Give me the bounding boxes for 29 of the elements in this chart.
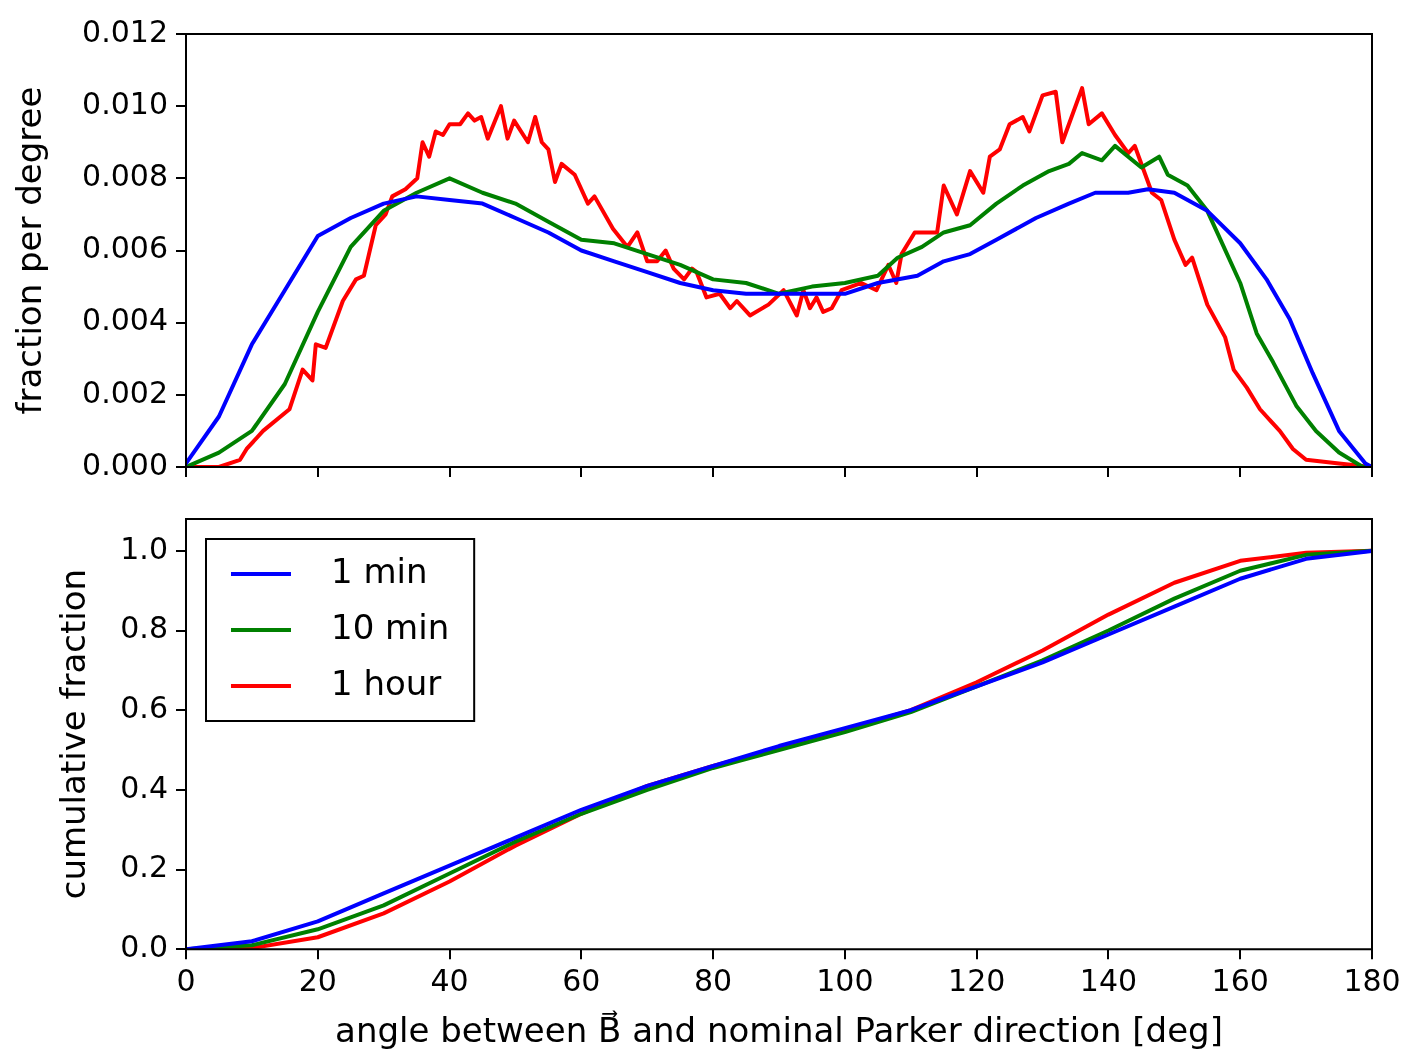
x-tick-label: 0 xyxy=(176,963,196,998)
legend-label: 10 min xyxy=(331,606,450,647)
x-tick-label: 140 xyxy=(1079,963,1138,998)
x-tick-label: 180 xyxy=(1343,963,1401,998)
x-tick-label: 120 xyxy=(948,963,1006,998)
y-tick-label: 0.008 xyxy=(82,158,168,194)
y-axis-title: fraction per degree xyxy=(9,86,50,415)
y-tick-label: 0.000 xyxy=(82,446,168,482)
y-tick-label: 0.012 xyxy=(82,13,168,49)
x-tick-label: 20 xyxy=(298,963,337,998)
x-tick-label: 40 xyxy=(430,963,469,998)
y-tick-label: 0.4 xyxy=(120,769,168,805)
y-tick-label: 0.004 xyxy=(82,302,168,338)
y-tick-label: 0.010 xyxy=(82,85,168,121)
y-tick-label: 0.6 xyxy=(120,690,168,725)
x-tick-label: 160 xyxy=(1211,963,1269,998)
y-tick-label: 0.2 xyxy=(120,849,168,885)
y-tick-label: 0.8 xyxy=(120,610,168,646)
x-tick-label: 100 xyxy=(816,963,874,998)
legend-label: 1 hour xyxy=(331,662,442,703)
y-tick-label: 0.006 xyxy=(82,230,168,266)
legend-label: 1 min xyxy=(331,550,428,591)
x-tick-label: 80 xyxy=(694,963,733,998)
x-tick-label: 60 xyxy=(562,963,601,998)
y-tick-label: 0.0 xyxy=(120,929,168,964)
y-axis-title: cumulative fraction xyxy=(53,568,94,900)
y-tick-label: 1.0 xyxy=(120,530,168,566)
y-tick-label: 0.002 xyxy=(82,374,168,410)
x-axis-title: angle between B⃗ and nominal Parker direction [deg] xyxy=(335,1010,1223,1051)
